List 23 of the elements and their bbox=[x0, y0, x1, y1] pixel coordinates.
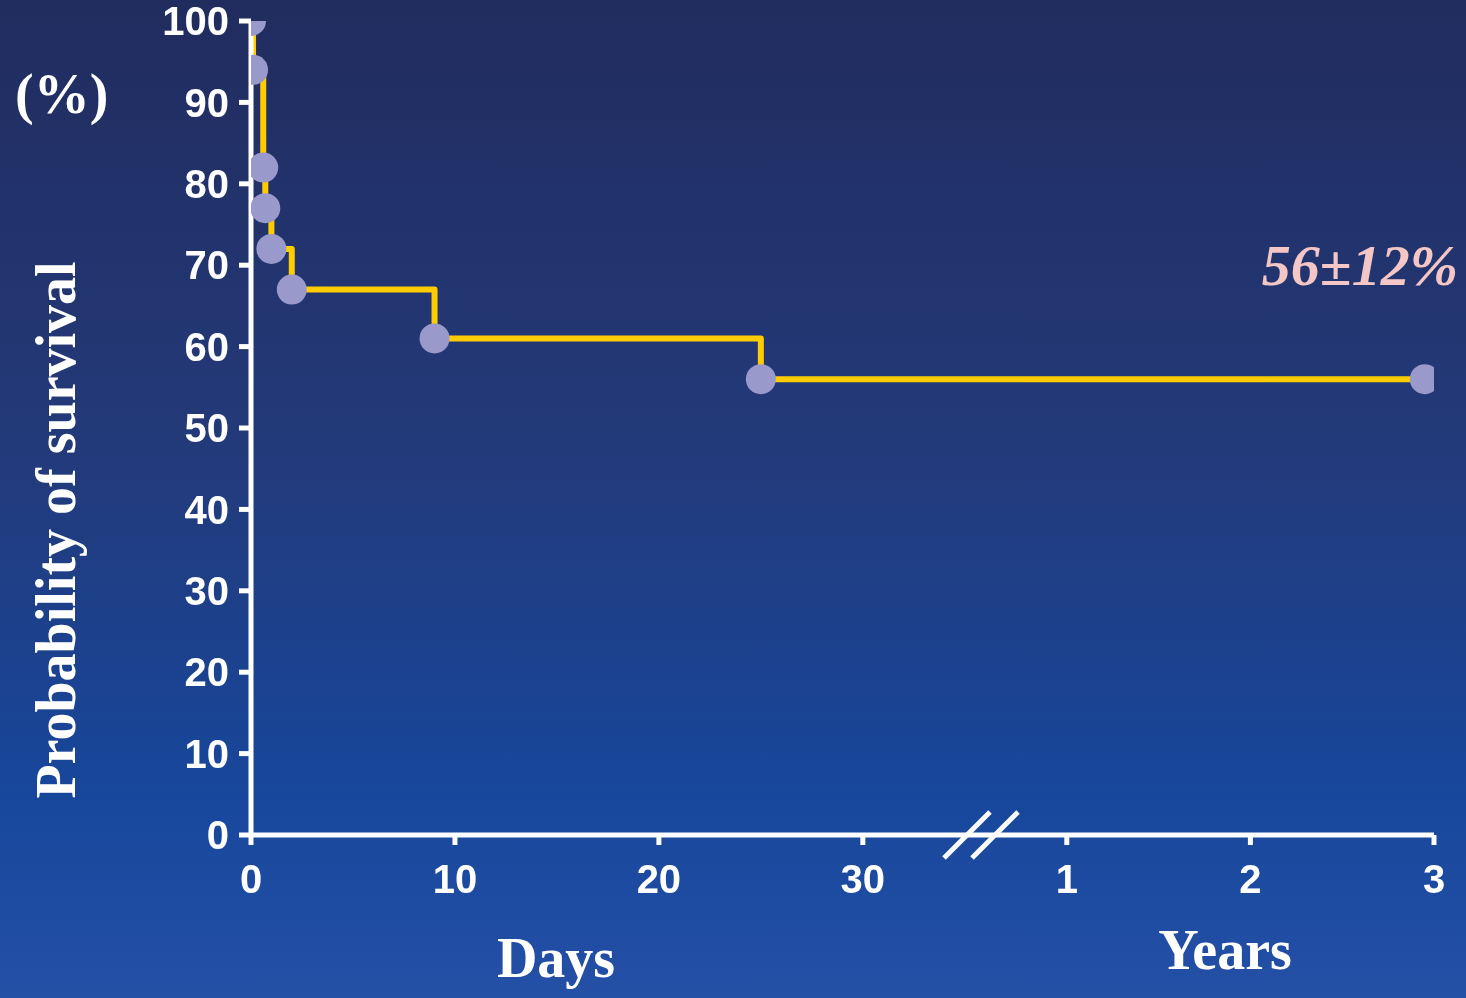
annotation: 56±12% bbox=[1261, 232, 1458, 299]
x-tick-label: 2 bbox=[1239, 857, 1262, 902]
x-tick-label: 20 bbox=[636, 857, 682, 902]
x-axis-title: Days bbox=[496, 926, 616, 990]
y-tick-label: 100 bbox=[162, 0, 229, 44]
x-tick-label: 3 bbox=[1422, 857, 1446, 902]
y-tick-label: 60 bbox=[184, 324, 229, 369]
y-tick-label: 30 bbox=[184, 569, 229, 613]
x-tick-label: 1 bbox=[1055, 857, 1078, 902]
x-tick-label: 0 bbox=[239, 857, 263, 902]
y-tick-label: 40 bbox=[184, 487, 229, 532]
y-tick-label: 80 bbox=[184, 162, 229, 206]
x-tick-label: 10 bbox=[432, 857, 478, 902]
y-tick-label: 0 bbox=[206, 813, 229, 858]
x-tick-label: 30 bbox=[840, 857, 886, 902]
text: (%) bbox=[15, 62, 109, 126]
y-tick-label: 20 bbox=[184, 650, 229, 695]
y-tick-label: 10 bbox=[184, 731, 229, 776]
y-axis-title: Probability of survival bbox=[24, 261, 88, 799]
x-axis-title: Years bbox=[1158, 918, 1292, 982]
y-tick-label: 50 bbox=[184, 406, 229, 451]
y-tick-label: 70 bbox=[184, 243, 229, 288]
y-tick-label: 90 bbox=[184, 80, 229, 125]
